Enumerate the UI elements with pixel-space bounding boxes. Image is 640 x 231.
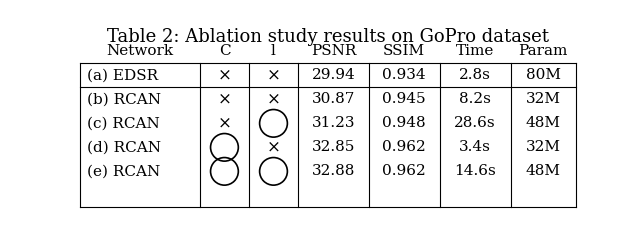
Text: PSNR: PSNR: [311, 44, 356, 58]
Text: Param: Param: [518, 44, 568, 58]
Text: 29.94: 29.94: [312, 68, 355, 82]
Text: 28.6s: 28.6s: [454, 116, 496, 130]
Text: 8.2s: 8.2s: [460, 92, 491, 106]
Text: 0.962: 0.962: [383, 140, 426, 154]
Text: (d) RCAN: (d) RCAN: [86, 140, 161, 154]
Text: 0.945: 0.945: [383, 92, 426, 106]
Text: 3.4s: 3.4s: [460, 140, 491, 154]
Text: 0.962: 0.962: [383, 164, 426, 178]
Text: 31.23: 31.23: [312, 116, 355, 130]
Text: ×: ×: [266, 91, 280, 108]
Text: ×: ×: [218, 67, 232, 84]
Text: (a) EDSR: (a) EDSR: [86, 68, 157, 82]
Text: (c) RCAN: (c) RCAN: [86, 116, 159, 130]
Text: 30.87: 30.87: [312, 92, 355, 106]
Text: 32M: 32M: [526, 92, 561, 106]
Text: 2.8s: 2.8s: [460, 68, 491, 82]
Text: 0.934: 0.934: [383, 68, 426, 82]
Text: Time: Time: [456, 44, 494, 58]
Text: 48M: 48M: [526, 116, 561, 130]
Text: ×: ×: [266, 67, 280, 84]
Text: ×: ×: [266, 139, 280, 156]
Text: C: C: [219, 44, 230, 58]
Text: 48M: 48M: [526, 164, 561, 178]
Text: Table 2: Ablation study results on GoPro dataset: Table 2: Ablation study results on GoPro…: [107, 28, 549, 46]
Text: l: l: [271, 44, 276, 58]
Text: 80M: 80M: [526, 68, 561, 82]
Text: ×: ×: [218, 91, 232, 108]
Text: 14.6s: 14.6s: [454, 164, 496, 178]
Text: (e) RCAN: (e) RCAN: [86, 164, 160, 178]
Text: (b) RCAN: (b) RCAN: [86, 92, 161, 106]
Text: ×: ×: [218, 115, 232, 132]
Text: Network: Network: [106, 44, 173, 58]
Text: 32M: 32M: [526, 140, 561, 154]
Text: SSIM: SSIM: [383, 44, 426, 58]
Text: 0.948: 0.948: [383, 116, 426, 130]
Text: 32.85: 32.85: [312, 140, 355, 154]
Text: 32.88: 32.88: [312, 164, 355, 178]
